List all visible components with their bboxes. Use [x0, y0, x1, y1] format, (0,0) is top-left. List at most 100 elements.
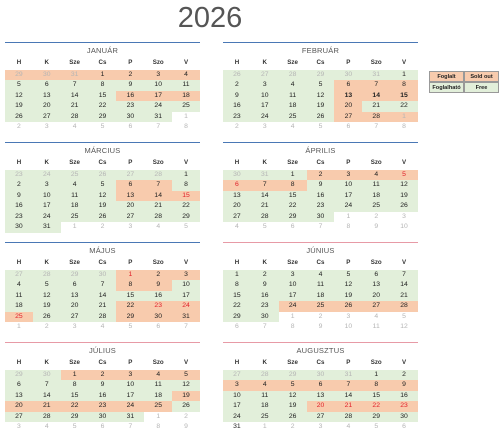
day-cell[interactable]: 9 — [223, 90, 251, 101]
day-cell-other-month[interactable]: 8 — [346, 223, 351, 230]
day-cell-other-month[interactable]: 2 — [235, 123, 239, 130]
day-cell[interactable]: 21 — [362, 101, 391, 112]
day-cell[interactable]: 5 — [32, 280, 61, 291]
day-cell-other-month[interactable]: 3 — [346, 312, 351, 320]
day-cell[interactable]: 28 — [362, 111, 391, 122]
day-cell[interactable]: 26 — [390, 201, 418, 212]
day-cell[interactable]: 5 — [306, 80, 335, 91]
day-cell[interactable]: 23 — [250, 301, 279, 312]
day-cell[interactable]: 25 — [278, 111, 307, 122]
day-cell[interactable]: 17 — [116, 390, 145, 401]
day-cell[interactable]: 13 — [362, 280, 391, 291]
day-cell[interactable]: 8 — [172, 180, 200, 191]
day-cell-other-month[interactable]: 2 — [318, 312, 323, 320]
day-cell-other-month[interactable]: 11 — [372, 323, 380, 330]
day-cell-other-month[interactable]: 2 — [290, 423, 295, 430]
day-cell[interactable]: 14 — [144, 190, 173, 201]
day-cell[interactable]: 12 — [5, 90, 33, 101]
day-cell[interactable]: 19 — [88, 201, 117, 212]
day-cell[interactable]: 2 — [390, 369, 418, 380]
day-cell-other-month[interactable]: 24 — [32, 169, 61, 180]
day-cell-other-month[interactable]: 6 — [402, 423, 406, 430]
day-cell-other-month[interactable]: 10 — [344, 323, 353, 330]
day-cell[interactable]: 3 — [116, 369, 145, 380]
day-cell[interactable]: 20 — [223, 201, 251, 212]
day-cell-other-month[interactable]: 10 — [400, 223, 408, 230]
day-cell-other-month[interactable]: 9 — [184, 423, 188, 430]
day-cell[interactable]: 13 — [223, 190, 251, 201]
day-cell[interactable]: 27 — [362, 301, 391, 312]
day-cell-other-month[interactable]: 30 — [223, 169, 251, 180]
day-cell[interactable]: 15 — [88, 90, 117, 101]
day-cell[interactable]: 7 — [60, 80, 89, 91]
day-cell[interactable]: 4 — [278, 80, 307, 91]
day-cell[interactable]: 21 — [390, 290, 418, 301]
day-cell[interactable]: 22 — [116, 301, 145, 312]
day-cell-other-month[interactable]: 1 — [390, 111, 418, 122]
day-cell[interactable]: 26 — [172, 401, 200, 412]
day-cell[interactable]: 29 — [172, 211, 200, 222]
day-cell-other-month[interactable]: 30 — [334, 69, 363, 80]
day-cell[interactable]: 29 — [223, 311, 251, 322]
day-cell[interactable]: 25 — [60, 211, 89, 222]
day-cell-other-month[interactable]: 27 — [223, 369, 251, 380]
day-cell[interactable]: 8 — [362, 380, 391, 391]
day-cell-other-month[interactable]: 6 — [128, 123, 133, 130]
day-cell[interactable]: 12 — [334, 280, 363, 291]
day-cell[interactable]: 13 — [32, 90, 61, 101]
day-cell[interactable]: 23 — [144, 301, 173, 312]
day-cell[interactable]: 15 — [362, 390, 391, 401]
day-cell[interactable]: 15 — [390, 90, 418, 101]
day-cell-other-month[interactable]: 8 — [184, 123, 188, 130]
day-cell[interactable]: 18 — [60, 201, 89, 212]
day-cell[interactable]: 27 — [223, 211, 251, 222]
day-cell[interactable]: 24 — [32, 211, 61, 222]
day-cell-other-month[interactable]: 29 — [5, 69, 33, 80]
day-cell[interactable]: 4 — [362, 169, 391, 180]
day-cell[interactable]: 7 — [362, 80, 391, 91]
day-cell[interactable]: 18 — [362, 190, 391, 201]
day-cell[interactable]: 4 — [144, 369, 173, 380]
day-cell[interactable]: 14 — [334, 390, 363, 401]
day-cell[interactable]: 9 — [116, 80, 145, 91]
day-cell[interactable]: 1 — [88, 69, 117, 80]
day-cell[interactable]: 31 — [144, 111, 173, 122]
day-cell[interactable]: 11 — [172, 80, 200, 91]
day-cell-other-month[interactable]: 1 — [262, 423, 267, 430]
day-cell-other-month[interactable]: 5 — [318, 123, 323, 130]
day-cell[interactable]: 24 — [172, 301, 200, 312]
day-cell-other-month[interactable]: 4 — [156, 223, 161, 230]
day-cell[interactable]: 24 — [250, 111, 279, 122]
day-cell[interactable]: 29 — [362, 411, 391, 422]
day-cell[interactable]: 31 — [233, 423, 241, 430]
day-cell[interactable]: 21 — [88, 301, 117, 312]
day-cell-other-month[interactable]: 4 — [72, 123, 77, 130]
day-cell-other-month[interactable]: 6 — [235, 323, 239, 330]
day-cell[interactable]: 11 — [5, 290, 33, 301]
day-cell-other-month[interactable]: 6 — [346, 123, 351, 130]
day-cell[interactable]: 9 — [88, 380, 117, 391]
day-cell[interactable]: 7 — [250, 180, 279, 191]
day-cell[interactable]: 20 — [116, 201, 145, 212]
day-cell[interactable]: 15 — [172, 190, 200, 201]
day-cell-other-month[interactable]: 26 — [88, 169, 117, 180]
day-cell[interactable]: 15 — [116, 290, 145, 301]
day-cell[interactable]: 19 — [172, 390, 200, 401]
day-cell[interactable]: 11 — [362, 180, 391, 191]
day-cell-other-month[interactable]: 28 — [250, 369, 279, 380]
day-cell-other-month[interactable]: 2 — [184, 412, 188, 420]
day-cell[interactable]: 30 — [116, 111, 145, 122]
day-cell-other-month[interactable]: 7 — [156, 123, 161, 130]
day-cell[interactable]: 21 — [144, 201, 173, 212]
day-cell-other-month[interactable]: 8 — [156, 423, 161, 430]
day-cell[interactable]: 15 — [223, 290, 251, 301]
day-cell[interactable]: 10 — [144, 80, 173, 91]
day-cell[interactable]: 3 — [334, 169, 363, 180]
day-cell[interactable]: 20 — [306, 401, 335, 412]
day-cell[interactable]: 2 — [5, 180, 33, 191]
day-cell[interactable]: 20 — [60, 301, 89, 312]
day-cell[interactable]: 29 — [88, 111, 117, 122]
day-cell[interactable]: 18 — [144, 390, 173, 401]
day-cell[interactable]: 11 — [144, 380, 173, 391]
day-cell-other-month[interactable]: 1 — [72, 223, 77, 230]
